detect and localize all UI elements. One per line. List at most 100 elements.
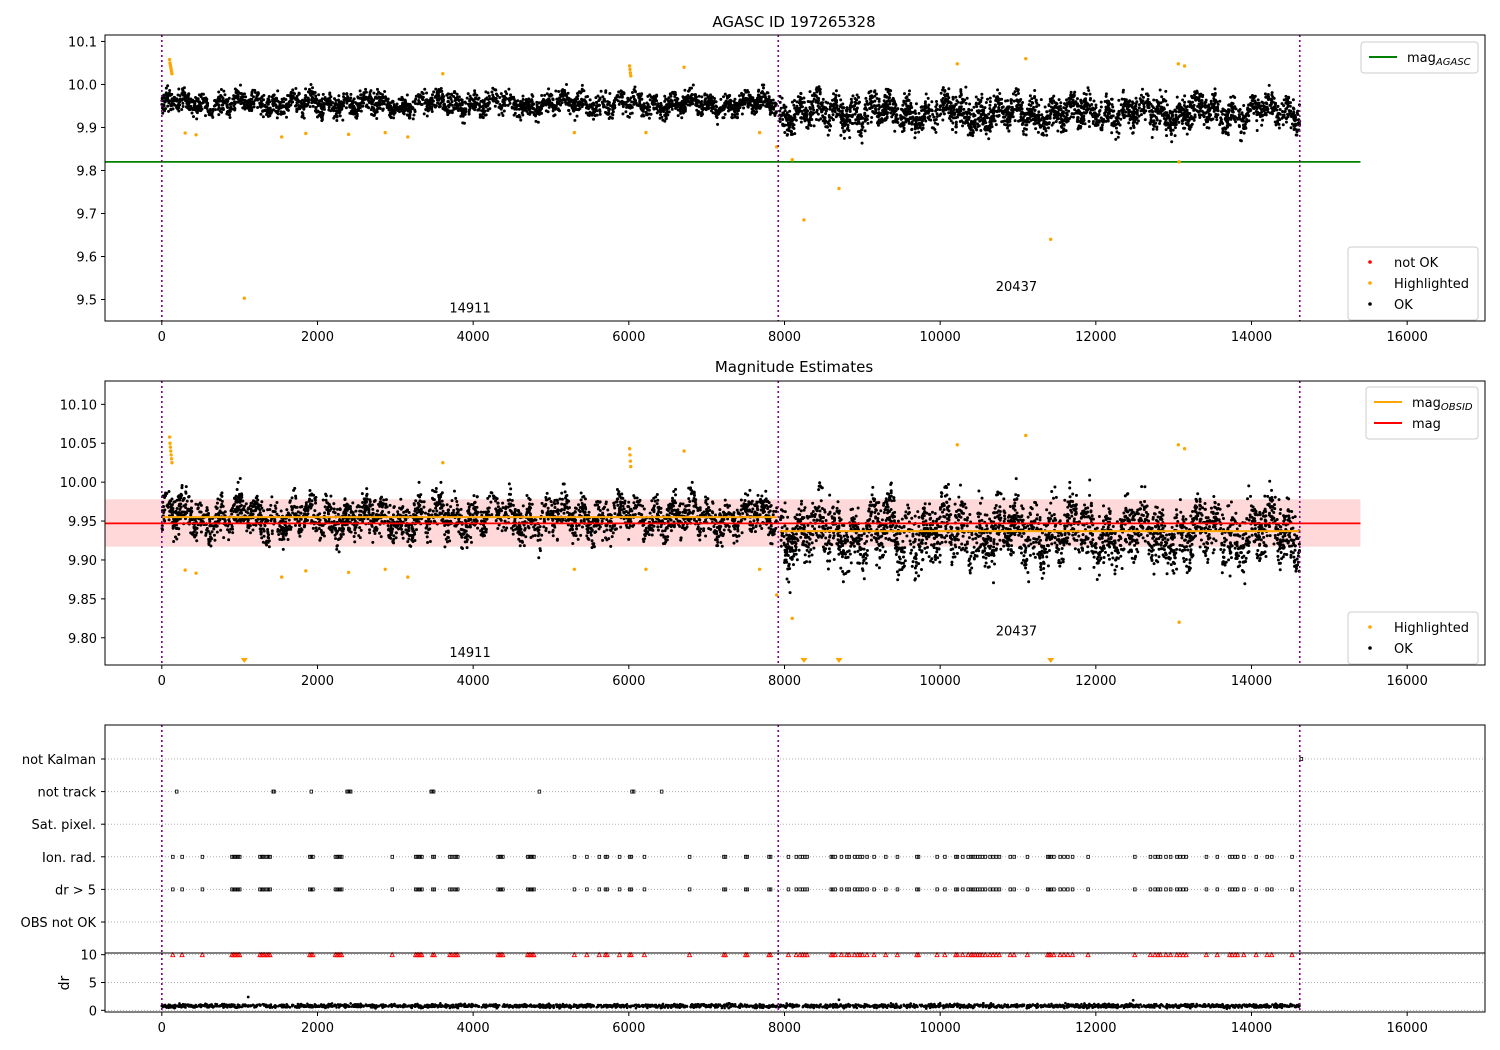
agasc-ok-point — [816, 96, 820, 100]
agasc-ok-point — [547, 103, 551, 107]
agasc-ok-point — [950, 128, 954, 132]
agasc-ok-point — [762, 92, 766, 96]
agasc-ok-point — [598, 97, 602, 101]
agasc-ok-point — [473, 89, 477, 93]
agasc-ok-point — [297, 103, 301, 107]
agasc-ok-point — [694, 103, 698, 107]
agasc-ok-point — [644, 111, 648, 115]
agasc-ok-point — [888, 102, 892, 106]
agasc-ok-point — [910, 121, 914, 125]
agasc-ok-point — [386, 106, 390, 110]
agasc-ok-point — [300, 105, 304, 109]
agasc-ok-point — [366, 105, 370, 109]
agasc-ok-point — [1045, 133, 1049, 137]
agasc-ok-point — [877, 103, 881, 107]
agasc-ok-point — [408, 110, 412, 114]
agasc-ok-point — [1226, 118, 1230, 122]
agasc-ok-point — [1151, 127, 1155, 131]
agasc-ok-point — [1219, 110, 1223, 114]
agasc-ok-point — [761, 86, 765, 90]
agasc-ok-point — [973, 119, 977, 123]
agasc-ok-point — [459, 98, 463, 102]
agasc-ok-point — [412, 113, 416, 117]
agasc-ok-point — [178, 97, 182, 101]
agasc-ok-point — [1039, 125, 1043, 129]
agasc-ok-point — [1223, 130, 1227, 134]
agasc-ok-point — [1041, 131, 1045, 135]
agasc-ok-point — [521, 107, 525, 111]
agasc-ok-point — [1281, 123, 1285, 127]
agasc-ok-point — [1146, 104, 1150, 108]
agasc-ok-point — [924, 92, 928, 96]
agasc-ok-point — [803, 116, 807, 120]
agasc-ok-point — [1061, 129, 1065, 133]
agasc-ok-point — [865, 102, 869, 106]
agasc-ok-point — [972, 105, 976, 109]
agasc-ok-point — [1104, 92, 1108, 96]
agasc-ok-point — [1209, 106, 1213, 110]
agasc-ok-point — [213, 98, 217, 102]
agasc-ok-point — [493, 104, 497, 108]
agasc-ok-point — [929, 118, 933, 122]
agasc-ok-point — [282, 110, 286, 114]
agasc-ok-point — [686, 89, 690, 93]
agasc-ok-point — [1250, 99, 1254, 103]
agasc-ok-point — [1235, 116, 1239, 120]
agasc-ok-point — [1072, 92, 1076, 96]
agasc-ok-point — [196, 97, 200, 101]
agasc-ok-point — [389, 108, 393, 112]
agasc-ok-point — [1244, 120, 1248, 124]
agasc-ok-point — [697, 94, 701, 98]
agasc-ok-point — [327, 105, 331, 109]
agasc-ok-point — [920, 105, 924, 109]
agasc-ok-point — [964, 101, 968, 105]
agasc-ok-point — [636, 93, 640, 97]
agasc-ok-point — [865, 99, 869, 103]
agasc-ok-point — [423, 87, 427, 91]
agasc-ok-point — [942, 112, 946, 116]
agasc-ok-point — [1223, 126, 1227, 130]
agasc-ok-point — [317, 93, 321, 97]
agasc-ok-point — [1211, 92, 1215, 96]
agasc-ok-point — [341, 118, 345, 122]
agasc-ok-point — [752, 105, 756, 109]
agasc-ok-point — [304, 87, 308, 91]
agasc-ok-point — [903, 117, 907, 121]
agasc-ok-point — [377, 90, 381, 94]
agasc-ok-point — [1013, 90, 1017, 94]
agasc-ok-point — [181, 104, 185, 108]
agasc-ok-point — [1127, 121, 1131, 125]
agasc-ok-point — [742, 98, 746, 102]
agasc-ok-point — [759, 95, 763, 99]
agasc-ok-point — [413, 99, 417, 103]
agasc-ok-point — [1200, 95, 1204, 99]
agasc-ok-point — [1149, 115, 1153, 119]
agasc-ok-point — [907, 118, 911, 122]
agasc-ok-point — [767, 97, 771, 101]
agasc-ok-point — [792, 126, 796, 130]
agasc-ok-point — [1152, 124, 1156, 128]
agasc-ok-point — [491, 86, 495, 90]
agasc-ok-point — [1107, 110, 1111, 114]
agasc-ok-point — [239, 96, 243, 100]
agasc-ok-point — [1291, 98, 1295, 102]
agasc-ok-point — [837, 94, 841, 98]
agasc-ok-point — [1126, 100, 1130, 104]
agasc-ok-point — [1049, 111, 1053, 115]
agasc-ok-point — [558, 109, 562, 113]
agasc-ok-point — [994, 123, 998, 127]
agasc-ok-point — [1164, 89, 1168, 93]
agasc-ok-point — [1162, 107, 1166, 111]
agasc-ok-point — [320, 97, 324, 101]
agasc-ok-point — [750, 107, 754, 111]
agasc-ok-point — [988, 96, 992, 100]
agasc-ok-point — [899, 124, 903, 128]
agasc-ok-point — [410, 106, 414, 110]
agasc-ok-point — [435, 91, 439, 95]
agasc-ok-point — [404, 103, 408, 107]
agasc-ok-point — [663, 94, 667, 98]
agasc-ok-point — [177, 87, 181, 91]
agasc-ok-point — [939, 112, 943, 116]
agasc-ok-point — [180, 108, 184, 112]
agasc-ok-point — [1264, 113, 1268, 117]
